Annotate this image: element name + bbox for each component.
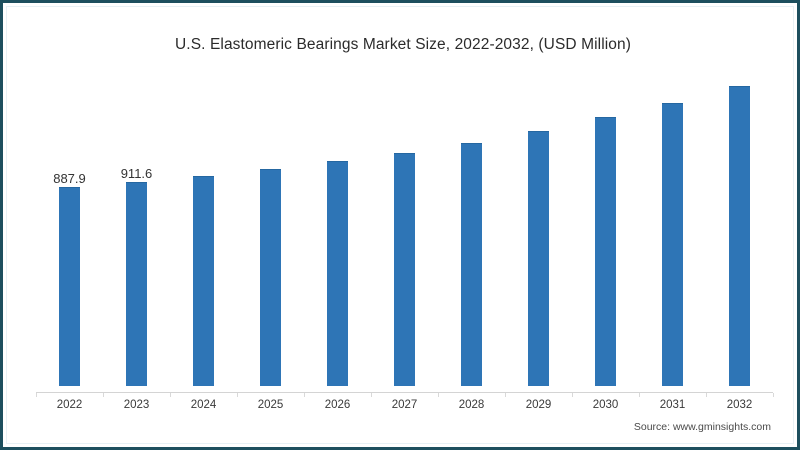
bar-2025[interactable] xyxy=(260,168,281,386)
x-tick-label-2028: 2028 xyxy=(458,399,485,411)
x-tick-label-2023: 2023 xyxy=(123,399,150,411)
axis-tick-mark xyxy=(304,393,305,397)
x-tick-label-2022: 2022 xyxy=(56,399,83,411)
chart-title: U.S. Elastomeric Bearings Market Size, 2… xyxy=(175,36,631,53)
x-tick-label-2024: 2024 xyxy=(190,399,217,411)
bar-value-label-2022: 887.9 xyxy=(53,171,86,187)
axis-tick-mark xyxy=(103,393,104,397)
bar-2022[interactable] xyxy=(59,187,80,386)
bar-2028[interactable] xyxy=(461,143,482,386)
bar-2027[interactable] xyxy=(394,153,415,386)
bar-2030[interactable] xyxy=(595,116,616,386)
bar-value-label-2023: 911.6 xyxy=(120,165,153,181)
x-tick-label-2027: 2027 xyxy=(391,399,418,411)
x-axis-baseline xyxy=(36,392,773,393)
x-tick-label-2029: 2029 xyxy=(525,399,552,411)
x-tick-label-2031: 2031 xyxy=(659,399,686,411)
x-tick-label-2030: 2030 xyxy=(592,399,619,411)
bar-2029[interactable] xyxy=(528,131,549,386)
bar-2024[interactable] xyxy=(193,176,214,386)
x-tick-label-2032: 2032 xyxy=(726,399,753,411)
bar-2023[interactable] xyxy=(126,181,147,386)
axis-tick-mark xyxy=(773,393,774,397)
axis-tick-mark xyxy=(237,393,238,397)
axis-tick-mark xyxy=(36,393,37,397)
axis-tick-mark xyxy=(572,393,573,397)
bar-2026[interactable] xyxy=(327,161,348,386)
axis-tick-mark xyxy=(170,393,171,397)
bar-2031[interactable] xyxy=(662,102,683,386)
source-attribution: Source: www.gminsights.com xyxy=(633,421,771,433)
x-tick-label-2025: 2025 xyxy=(257,399,284,411)
axis-tick-mark xyxy=(639,393,640,397)
bar-2032[interactable] xyxy=(729,85,750,386)
axis-tick-mark xyxy=(371,393,372,397)
x-tick-label-2026: 2026 xyxy=(324,399,351,411)
axis-tick-mark xyxy=(706,393,707,397)
axis-tick-mark xyxy=(505,393,506,397)
axis-tick-mark xyxy=(438,393,439,397)
